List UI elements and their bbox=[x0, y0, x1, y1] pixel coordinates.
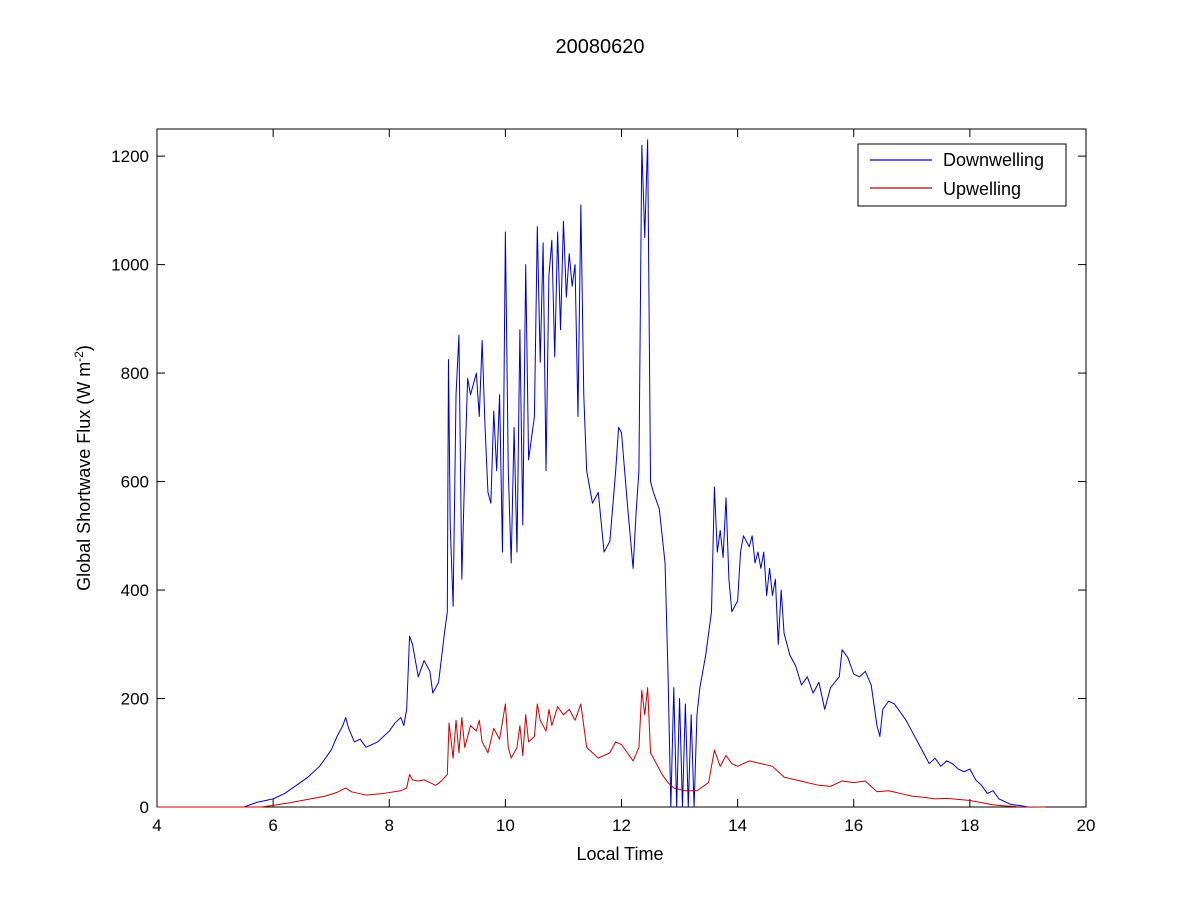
x-tick-label: 4 bbox=[152, 816, 161, 835]
y-axis-label-superscript: -2 bbox=[72, 351, 86, 362]
x-axis-label: Local Time bbox=[576, 844, 663, 864]
x-tick-label: 14 bbox=[728, 816, 747, 835]
x-tick-label: 10 bbox=[496, 816, 515, 835]
x-tick-label: 8 bbox=[385, 816, 394, 835]
series-layer bbox=[157, 139, 1046, 808]
y-tick-label: 200 bbox=[121, 690, 149, 709]
y-axis-label: Global Shortwave Flux (W m-2) bbox=[72, 345, 94, 591]
x-tick-label: 12 bbox=[612, 816, 631, 835]
legend-box bbox=[857, 143, 1067, 207]
y-tick-label: 800 bbox=[121, 364, 149, 383]
series-line-downwelling bbox=[157, 139, 1029, 808]
x-tick-label: 20 bbox=[1077, 816, 1096, 835]
y-tick-label: 0 bbox=[140, 798, 149, 817]
y-axis-label-close: ) bbox=[74, 345, 94, 351]
y-tick-label: 1200 bbox=[111, 147, 149, 166]
plot-area bbox=[156, 128, 1087, 808]
x-tick-label: 16 bbox=[844, 816, 863, 835]
y-tick-label: 600 bbox=[121, 473, 149, 492]
legend-label-upwelling: Upwelling bbox=[943, 179, 1021, 199]
x-tick-label: 6 bbox=[268, 816, 277, 835]
legend: Downwelling Upwelling bbox=[857, 143, 1067, 207]
axis-ticks bbox=[156, 129, 1087, 808]
y-tick-label: 400 bbox=[121, 581, 149, 600]
x-tick-label: 18 bbox=[960, 816, 979, 835]
legend-label-downwelling: Downwelling bbox=[943, 150, 1044, 170]
y-tick-label: 1000 bbox=[111, 256, 149, 275]
chart-title: 20080620 bbox=[556, 36, 645, 58]
series-line-upwelling bbox=[157, 687, 1046, 808]
y-axis-label-main: Global Shortwave Flux (W m bbox=[74, 362, 94, 591]
